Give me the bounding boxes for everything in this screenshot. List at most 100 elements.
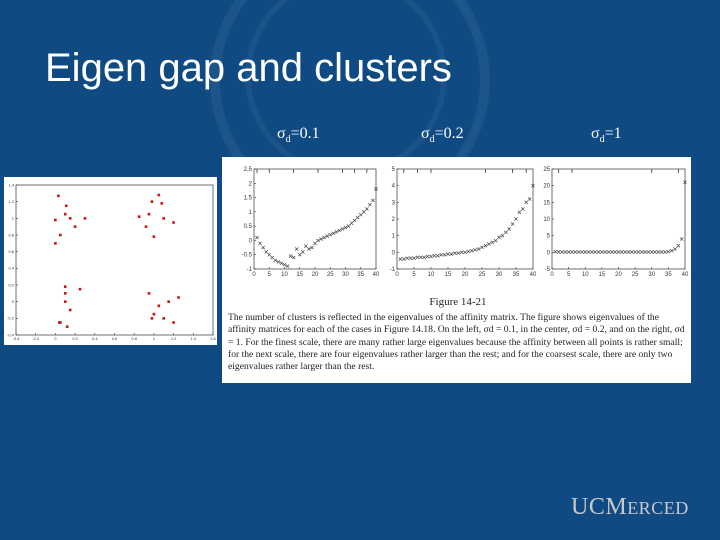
data-point <box>63 300 67 303</box>
data-point <box>285 264 290 268</box>
data-point <box>570 250 574 254</box>
x-tick-label: 35 <box>665 272 672 278</box>
data-point <box>593 250 598 254</box>
data-point <box>566 250 571 254</box>
y-tick-label: 5 <box>392 167 396 173</box>
data-point <box>613 250 618 254</box>
data-point <box>510 222 515 226</box>
sigma-label-2: σd=0.2 <box>421 125 464 146</box>
data-point <box>78 287 82 291</box>
data-point <box>144 225 148 228</box>
y-tick-label: 1 <box>249 210 253 216</box>
data-point <box>340 227 345 231</box>
data-point <box>459 250 464 255</box>
data-point <box>157 304 161 308</box>
data-point <box>54 242 57 245</box>
x-tick-label: 25 <box>479 272 486 278</box>
x-tick-label: 40 <box>530 272 537 278</box>
data-point <box>68 217 72 220</box>
data-point <box>466 249 471 254</box>
data-point <box>355 215 360 220</box>
data-point <box>162 317 166 320</box>
x-tick-label: 40 <box>682 272 689 278</box>
data-point <box>456 251 461 256</box>
y-tick-label: 0.6 <box>8 249 14 254</box>
y-tick-label: 0.5 <box>244 224 253 230</box>
data-point <box>172 321 175 324</box>
data-point <box>432 253 437 258</box>
x-tick-label: 40 <box>373 272 380 278</box>
plot-frame <box>15 184 214 336</box>
data-point <box>606 250 611 254</box>
data-point <box>147 212 151 216</box>
data-point <box>590 250 594 254</box>
plot-frame <box>396 168 534 270</box>
data-point <box>59 233 62 237</box>
data-point <box>683 180 687 185</box>
x-tick-label: -0.2 <box>32 336 40 341</box>
data-point <box>63 285 67 288</box>
y-tick-label: -1 <box>390 267 396 273</box>
cluster-scatter-panel: -0.4 -0.2 0 0.2 0.4 0.6 0.8 1 1.2 1.4 1.6 -0.4 -0.2 0… <box>4 177 217 345</box>
data-point <box>282 262 287 267</box>
data-point <box>576 250 581 254</box>
data-point <box>147 292 151 295</box>
data-point <box>361 210 366 214</box>
data-point <box>291 255 296 260</box>
data-point <box>425 254 430 259</box>
data-point <box>401 257 406 261</box>
data-point <box>583 250 588 254</box>
data-point <box>653 250 657 254</box>
data-point <box>616 250 621 254</box>
y-tick-label: 20 <box>543 184 550 190</box>
data-point <box>493 238 498 243</box>
data-point <box>316 238 320 243</box>
x-tick-label: 1 <box>153 336 156 341</box>
data-point <box>629 250 634 254</box>
data-point <box>258 241 262 246</box>
y-tick-label: 0.8 <box>8 232 14 237</box>
data-point <box>626 250 631 254</box>
x-tick-label: 0.6 <box>112 336 118 341</box>
data-point <box>313 241 317 246</box>
data-point <box>65 325 69 328</box>
data-point <box>636 250 641 254</box>
data-point <box>334 230 339 234</box>
y-tick-label: 3 <box>392 200 396 206</box>
data-point <box>596 250 601 254</box>
data-point <box>137 215 141 218</box>
data-point <box>490 240 495 245</box>
data-point <box>520 207 525 211</box>
eigenvalue-figure-panel: 0 5 10 15 20 25 30 35 40 -1 -0.5 0 0.5 1 1.5 2 2.5 0 5 10 1… <box>222 157 691 383</box>
ucmerced-logo: UCMERCED <box>571 494 689 520</box>
data-point <box>167 300 170 303</box>
data-point <box>463 250 467 255</box>
x-tick-label: 25 <box>327 272 334 278</box>
data-point <box>152 235 156 238</box>
data-point <box>57 194 60 198</box>
data-point <box>331 231 336 236</box>
x-tick-label: 0 <box>550 272 554 278</box>
y-tick-label: -0.2 <box>7 316 15 321</box>
data-point <box>270 255 275 260</box>
x-tick-label: 35 <box>357 272 364 278</box>
x-tick-label: 10 <box>582 272 589 278</box>
x-tick-label: 5 <box>412 272 416 278</box>
x-tick-label: 30 <box>648 272 655 278</box>
y-tick-label: 5 <box>547 234 551 240</box>
data-point <box>646 250 651 254</box>
data-point <box>63 212 67 216</box>
data-point <box>418 255 423 260</box>
y-tick-label: 0.2 <box>8 282 14 287</box>
data-point <box>288 254 293 258</box>
x-tick-label: 10 <box>281 272 288 278</box>
y-tick-label: 0 <box>392 250 396 256</box>
data-point <box>429 254 433 259</box>
data-point <box>415 255 420 260</box>
data-point <box>68 308 72 312</box>
y-tick-label: 1.2 <box>8 199 14 204</box>
data-point <box>580 250 584 254</box>
data-point <box>473 247 478 252</box>
data-point <box>669 248 674 253</box>
